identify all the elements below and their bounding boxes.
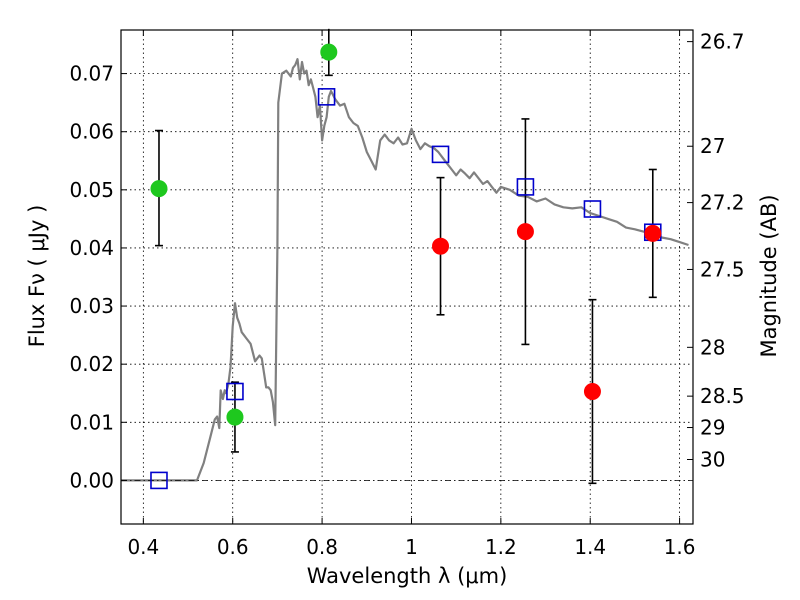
model-photometry-square [431, 145, 450, 164]
x-tick-label: 1.4 [574, 535, 606, 559]
y2-tick-label: 29 [700, 416, 725, 440]
y2-tick-labels: 26.7 27 27.2 27.5 28 28.5 29 30 [700, 30, 745, 472]
nondetection-point [583, 382, 601, 400]
y-tick-label: 0.04 [69, 236, 114, 260]
y2-axis-label: Magnitude (AB) [757, 194, 781, 357]
x-tick-label: 1 [405, 535, 418, 559]
axis-ticks [121, 30, 693, 524]
y2-tick-label: 27 [700, 134, 725, 158]
model-sed-series [121, 57, 689, 482]
x-tick-label: 0.8 [306, 535, 338, 559]
model-sed-line [121, 57, 689, 482]
markers [150, 43, 662, 490]
y2-tick-label: 27.5 [700, 257, 745, 281]
model-photometry-square [150, 471, 168, 490]
y-axis-label: Flux Fν ( μJy ) [25, 205, 49, 348]
model-photometry-square [583, 200, 602, 218]
model-photometry-square [317, 88, 336, 106]
y-tick-label: 0.07 [69, 62, 114, 86]
model-photometry-square [226, 382, 244, 401]
x-tick-label: 1.2 [485, 535, 517, 559]
x-axis-label: Wavelength λ (μm) [307, 564, 508, 588]
y2-tick-label: 27.2 [700, 191, 745, 215]
y-tick-label: 0.00 [69, 468, 114, 492]
detection-point [320, 43, 338, 61]
y-tick-labels: 0.00 0.01 0.02 0.03 0.04 0.05 0.06 0.07 [69, 62, 114, 493]
detection-point [226, 408, 244, 426]
nondetection-point [432, 237, 450, 255]
detection-point [150, 180, 168, 198]
y-tick-label: 0.01 [69, 410, 114, 434]
nondetection-point [516, 223, 534, 241]
y-tick-label: 0.03 [69, 294, 114, 318]
y2-tick-label: 30 [700, 447, 725, 471]
y-tick-label: 0.06 [69, 120, 114, 144]
plot-frame [120, 29, 694, 525]
y-tick-label: 0.05 [69, 178, 114, 202]
nondetection-point [644, 224, 662, 242]
model-photometry-square [516, 178, 535, 196]
y2-tick-label: 28.5 [700, 384, 745, 408]
x-tick-label: 0.4 [127, 535, 159, 559]
y2-tick-label: 26.7 [700, 30, 745, 54]
x-tick-labels: 0.4 0.6 0.8 1 1.2 1.4 1.6 [127, 535, 695, 559]
y-tick-label: 0.02 [69, 352, 114, 376]
x-tick-label: 0.6 [217, 535, 249, 559]
y2-tick-label: 28 [700, 335, 725, 359]
x-tick-label: 1.6 [664, 535, 696, 559]
